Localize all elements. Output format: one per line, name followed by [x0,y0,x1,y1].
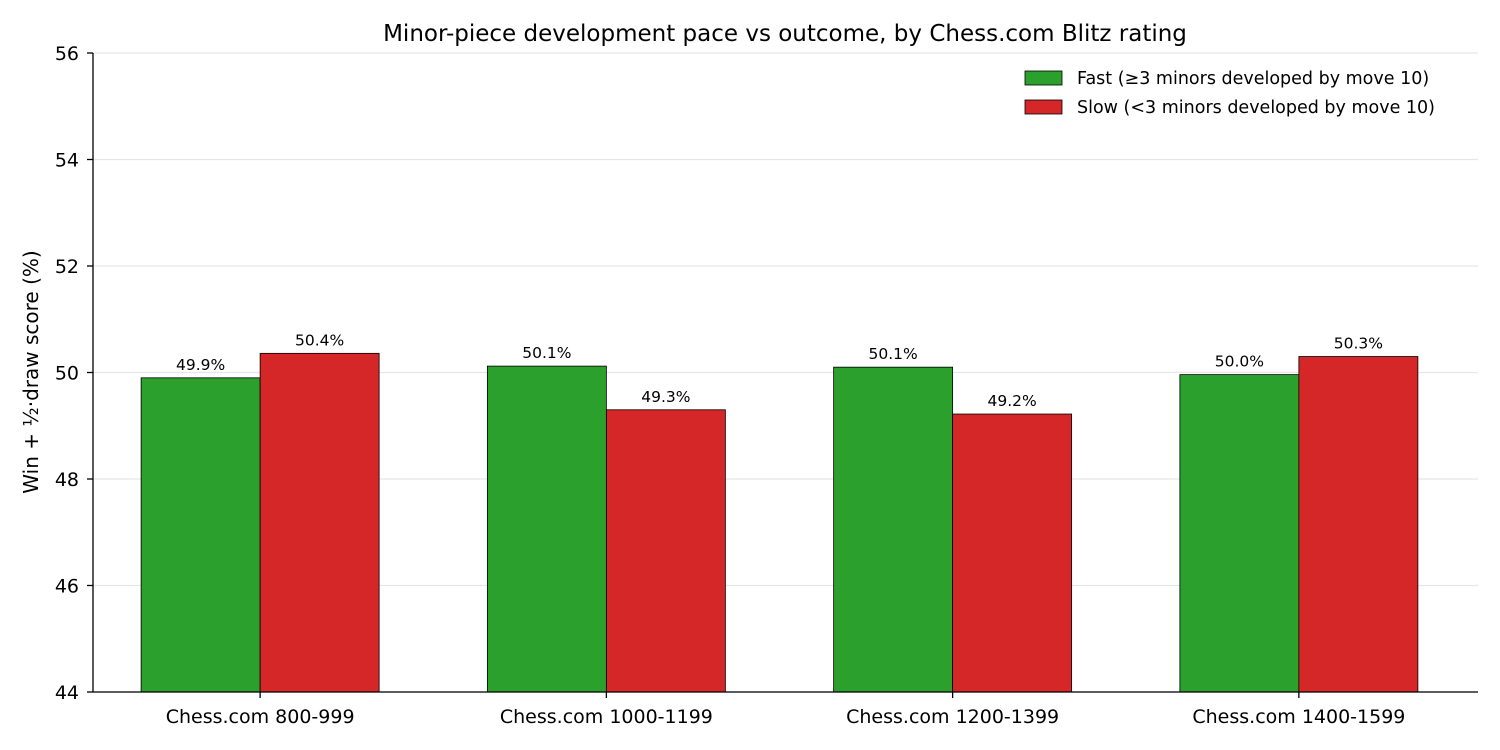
data-label: 49.2% [988,392,1037,410]
x-tick-label: Chess.com 1400-1599 [1192,706,1405,728]
y-tick-label: 52 [55,256,79,278]
chart-title: Minor-piece development pace vs outcome,… [383,21,1187,47]
legend-label-slow: Slow (<3 minors developed by move 10) [1077,98,1435,118]
legend-swatch-slow [1024,99,1063,115]
legend: Fast (≥3 minors developed by move 10) Slo… [1024,69,1435,118]
bar-slow-1 [605,409,726,693]
data-label: 50.1% [522,344,571,362]
x-tick-label: Chess.com 1000-1199 [500,706,713,728]
bar-fast-1 [486,365,607,693]
y-axis-label: Win + ½·draw score (%) [19,250,43,493]
data-label: 49.9% [176,356,225,374]
x-tick-label: Chess.com 1200-1399 [846,706,1059,728]
data-label: 50.1% [869,345,918,363]
bar-fast-3 [1179,374,1300,693]
data-label: 49.3% [641,388,690,406]
y-tick-label: 48 [55,469,79,491]
bar-slow-0 [259,352,380,693]
bar-fast-0 [140,377,261,693]
y-tick-label: 54 [55,150,79,172]
bars [140,352,1419,693]
bar-slow-3 [1298,356,1419,693]
y-tick-label: 46 [55,576,79,598]
y-tick-label: 56 [55,43,79,65]
x-ticks: Chess.com 800-999 Chess.com 1000-1199 Ches… [166,692,1405,728]
y-tick-label: 44 [55,682,79,704]
data-label: 50.0% [1215,353,1264,371]
legend-swatch-fast [1024,70,1063,86]
data-label: 50.4% [295,331,344,349]
data-label: 50.3% [1334,335,1383,353]
x-tick-label: Chess.com 800-999 [166,706,355,728]
data-labels: 49.9% 50.4% 50.1% 49.3% 50.1% 49.2% 50.0% 50.3% [176,331,1383,410]
legend-label-fast: Fast (≥3 minors developed by move 10) [1077,69,1429,89]
y-ticks: 44 46 48 50 52 54 56 [55,43,93,704]
bar-slow-2 [952,413,1073,693]
y-tick-label: 50 [55,363,79,385]
bar-fast-2 [833,366,954,693]
